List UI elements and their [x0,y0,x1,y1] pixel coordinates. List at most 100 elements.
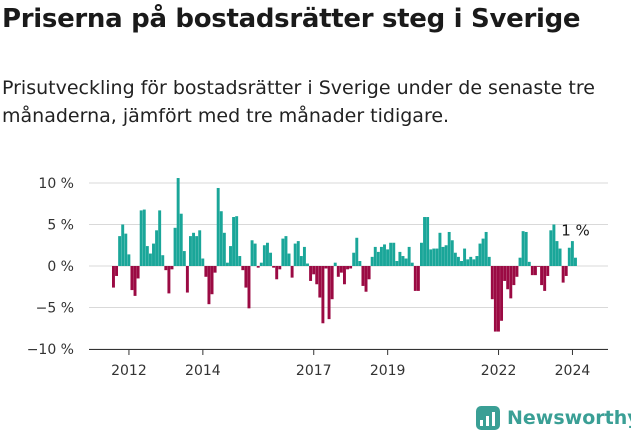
data-bar [213,266,217,273]
data-bar [386,249,390,266]
data-bar [376,251,380,266]
newsworthy-brand: Newsworthy [476,406,631,430]
data-bar [503,266,507,281]
data-bar [275,266,279,280]
data-bar [293,243,297,266]
data-bar [269,252,273,266]
y-tick-label: −10 % [27,342,74,358]
data-bar [278,266,282,270]
data-bar [127,254,131,266]
data-bar [272,266,276,268]
data-bar [506,266,510,290]
brand-name: Newsworthy [507,407,631,429]
data-bar [164,266,168,271]
data-bar [546,266,550,276]
data-bar [447,231,451,266]
data-bar [327,266,331,320]
data-bar [552,224,556,266]
data-bar [281,238,285,266]
data-bar [432,248,436,266]
data-bar [497,266,500,332]
data-bar [509,266,513,299]
data-bar [469,256,473,266]
data-bar [463,248,467,266]
data-bar [373,246,377,266]
data-bar [404,258,408,266]
data-bar [540,266,544,286]
data-bar [161,255,165,266]
data-bar [537,266,540,267]
data-bar [450,240,454,266]
data-bar [423,217,427,266]
data-bar [555,241,559,266]
data-bar [352,252,356,266]
data-bar [343,266,346,285]
data-bar [152,243,155,266]
data-bar [118,236,122,266]
data-bar [493,266,497,332]
newsworthy-logo-icon [476,406,500,430]
data-bar [244,266,248,288]
data-bar [413,266,417,291]
data-bar [155,230,159,266]
data-bar [355,237,359,266]
data-bar [564,266,568,276]
data-bar [287,253,291,266]
data-bar [416,266,420,291]
data-bar [290,266,294,278]
data-bar [515,266,519,277]
y-tick-label: 0 % [47,259,74,275]
data-bar [561,266,565,283]
data-bar [238,256,242,266]
data-bar [302,246,306,266]
data-bar [142,209,146,266]
data-bar [460,261,463,266]
data-bar [481,238,485,266]
last-value-annotation: 1 % [561,222,590,240]
data-bar [370,256,374,266]
data-bar [358,261,362,266]
data-bar [330,266,334,300]
data-bar [124,233,128,266]
y-tick-label: 5 % [47,218,74,234]
data-bar [444,245,448,266]
data-bar [133,266,137,296]
data-bar [185,266,189,293]
data-bar [241,266,245,271]
data-bar [472,259,476,266]
data-bar [312,266,316,275]
data-bar [266,242,269,266]
data-bar [210,266,214,295]
data-bar [398,251,402,266]
data-bar [530,266,534,276]
data-bar [216,187,220,266]
data-bar [318,266,322,298]
data-bar [148,253,152,266]
data-bar [567,247,571,266]
data-bar [466,259,470,266]
data-bar [229,246,232,266]
data-bar [512,266,516,286]
x-tick-label: 2022 [481,363,517,379]
data-bar [306,263,309,266]
data-bar [136,266,140,279]
data-bar [130,266,134,291]
data-bar [179,213,183,266]
y-tick-label: −5 % [36,301,74,317]
data-bar [253,243,257,266]
data-bar [349,266,353,269]
chart-subtitle: Prisutveckling för bostadsrätter i Sveri… [2,77,595,127]
data-bar [389,242,393,266]
data-bar [112,266,115,288]
data-bar [558,248,562,266]
data-bar [207,266,211,305]
data-bar [219,211,223,266]
data-bar [441,246,445,266]
data-bar [379,246,383,266]
data-bar [204,266,208,277]
x-tick-label: 2019 [370,363,406,379]
data-bar [315,266,319,285]
data-bar [250,240,254,266]
data-bar [392,242,396,266]
